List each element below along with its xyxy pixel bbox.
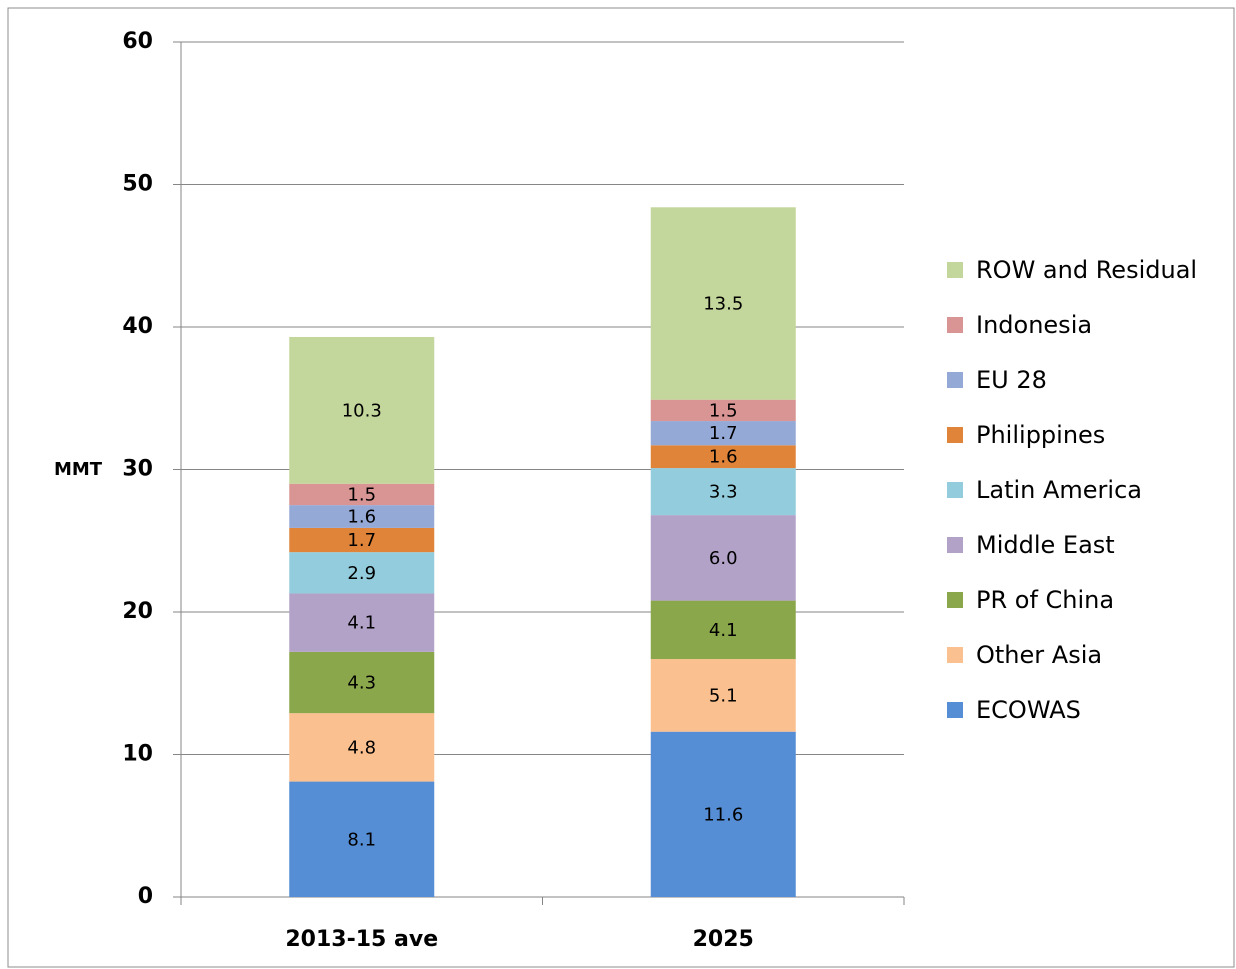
data-label: 4.8 — [347, 737, 376, 758]
bar-segment — [289, 552, 435, 594]
data-label: 1.6 — [709, 447, 738, 468]
chart-border — [7, 7, 1235, 968]
bar-segment — [650, 600, 796, 660]
data-label: 13.5 — [703, 293, 743, 314]
data-label: 5.1 — [709, 685, 738, 706]
bar-segment — [289, 336, 435, 484]
bar-segment — [650, 731, 796, 897]
data-label: 1.6 — [347, 507, 376, 528]
data-label: 8.1 — [347, 829, 376, 850]
x-tick-label: 2013-15 ave — [285, 927, 438, 952]
bar-segment — [650, 207, 796, 400]
legend-swatch — [947, 427, 963, 443]
legend-label: ROW and Residual — [976, 256, 1197, 284]
y-tick-label: 40 — [122, 314, 153, 339]
legend-label: Other Asia — [976, 641, 1102, 669]
legend-label: Latin America — [976, 476, 1142, 504]
data-label: 4.3 — [347, 673, 376, 694]
y-tick-label: 20 — [122, 599, 153, 624]
bar-segment — [289, 651, 435, 714]
data-label: 4.1 — [709, 620, 738, 641]
legend-swatch — [947, 592, 963, 608]
bar-segment — [650, 659, 796, 732]
legend-label: EU 28 — [976, 366, 1047, 394]
data-label: 2.9 — [347, 563, 376, 584]
legend-swatch — [947, 482, 963, 498]
legend-label: Philippines — [976, 421, 1105, 449]
legend-swatch — [947, 262, 963, 278]
data-label: 1.5 — [709, 400, 738, 421]
bar-segment — [650, 468, 796, 516]
bar-segment — [289, 527, 435, 553]
legend-label: Indonesia — [976, 311, 1092, 339]
y-tick-label: 0 — [138, 884, 153, 909]
bar-segment — [289, 781, 435, 897]
legend-swatch — [947, 317, 963, 333]
legend-label: ECOWAS — [976, 696, 1081, 724]
y-tick-label: 60 — [122, 29, 153, 54]
y-axis-label: MMT — [54, 459, 103, 480]
data-label: 1.7 — [709, 423, 738, 444]
data-label: 11.6 — [703, 804, 743, 825]
y-tick-label: 10 — [122, 742, 153, 767]
bar-segment — [650, 421, 796, 446]
bar-segment — [289, 713, 435, 782]
legend-swatch — [947, 647, 963, 663]
legend-label: Middle East — [976, 531, 1115, 559]
data-label: 4.1 — [347, 613, 376, 634]
legend-swatch — [947, 702, 963, 718]
x-tick-label: 2025 — [693, 927, 754, 952]
data-label: 3.3 — [709, 482, 738, 503]
data-label: 10.3 — [342, 400, 382, 421]
bar-segment — [650, 515, 796, 601]
bar-segment — [650, 399, 796, 422]
bar-segment — [289, 505, 435, 528]
data-label: 1.5 — [347, 484, 376, 505]
bar-segment — [289, 483, 435, 506]
legend-swatch — [947, 372, 963, 388]
data-label: 1.7 — [347, 530, 376, 551]
y-tick-label: 50 — [122, 172, 153, 197]
bar-segment — [289, 593, 435, 652]
y-tick-label: 30 — [122, 457, 153, 482]
bar-segment — [650, 445, 796, 469]
data-label: 6.0 — [709, 548, 738, 569]
legend-swatch — [947, 537, 963, 553]
legend-label: PR of China — [976, 586, 1114, 614]
